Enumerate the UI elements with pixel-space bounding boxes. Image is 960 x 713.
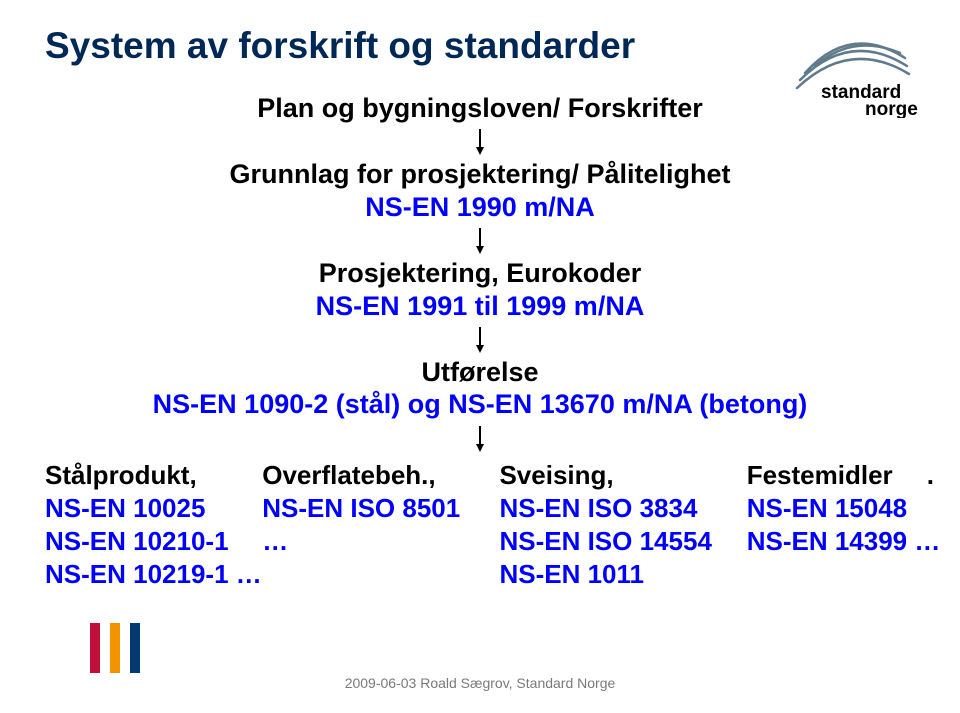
stripe-icon: [90, 623, 100, 673]
cell: NS-EN 10219-1 …: [45, 559, 255, 590]
level4-label-top: Utførelse: [45, 356, 915, 388]
table-row: NS-EN 10025 NS-EN ISO 8501 NS-EN ISO 383…: [45, 493, 915, 524]
cell: NS-EN ISO 3834: [499, 493, 739, 524]
cell: NS-EN 10210-1: [45, 526, 255, 557]
hierarchy: Plan og bygningsloven/ Forskrifter Grunn…: [45, 92, 915, 590]
level4-label-bottom: NS-EN 1090-2 (stål) og NS-EN 13670 m/NA …: [45, 388, 915, 420]
slide: System av forskrift og standarder standa…: [0, 0, 960, 713]
level2-label-bottom: NS-EN 1990 m/NA: [45, 191, 915, 223]
standard-norge-logo: standard norge: [785, 18, 920, 118]
col-header: Sveising,: [499, 460, 739, 491]
cell: NS-EN 1011: [499, 559, 739, 590]
level3-label-top: Prosjektering, Eurokoder: [45, 257, 915, 289]
table-row: NS-EN 10210-1 … NS-EN ISO 14554 NS-EN 14…: [45, 526, 915, 557]
col-header: .: [927, 460, 934, 490]
column-headers: Stålprodukt, Overflatebeh., Sveising, Fe…: [45, 460, 915, 491]
col-header: Overflatebeh.,: [262, 460, 492, 491]
cell: NS-EN 15048: [747, 493, 927, 524]
col-header: Stålprodukt,: [45, 460, 255, 491]
down-arrow-icon: [45, 325, 915, 353]
stripe-icon: [130, 623, 140, 673]
level2-label-top: Grunnlag for prosjektering/ Pålitelighet: [45, 158, 915, 190]
logo-svg: standard norge: [785, 18, 920, 118]
cell: NS-EN 10025: [45, 493, 255, 524]
footer-text: 2009-06-03 Roald Sægrov, Standard Norge: [0, 675, 960, 691]
cell: …: [262, 526, 492, 557]
cell: NS-EN ISO 8501: [262, 493, 492, 524]
down-arrow-icon: [45, 424, 915, 452]
standards-columns: Stålprodukt, Overflatebeh., Sveising, Fe…: [45, 460, 915, 590]
svg-text:norge: norge: [865, 99, 918, 118]
stripe-icon: [110, 623, 120, 673]
cell: NS-EN 14399 …: [747, 526, 927, 557]
footer-stripes: [90, 623, 140, 673]
down-arrow-icon: [45, 127, 915, 155]
cell: NS-EN ISO 14554: [499, 526, 739, 557]
table-row: NS-EN 10219-1 … NS-EN 1011: [45, 559, 915, 590]
down-arrow-icon: [45, 226, 915, 254]
level3-label-bottom: NS-EN 1991 til 1999 m/NA: [45, 290, 915, 322]
col-header: Festemidler: [747, 460, 927, 491]
